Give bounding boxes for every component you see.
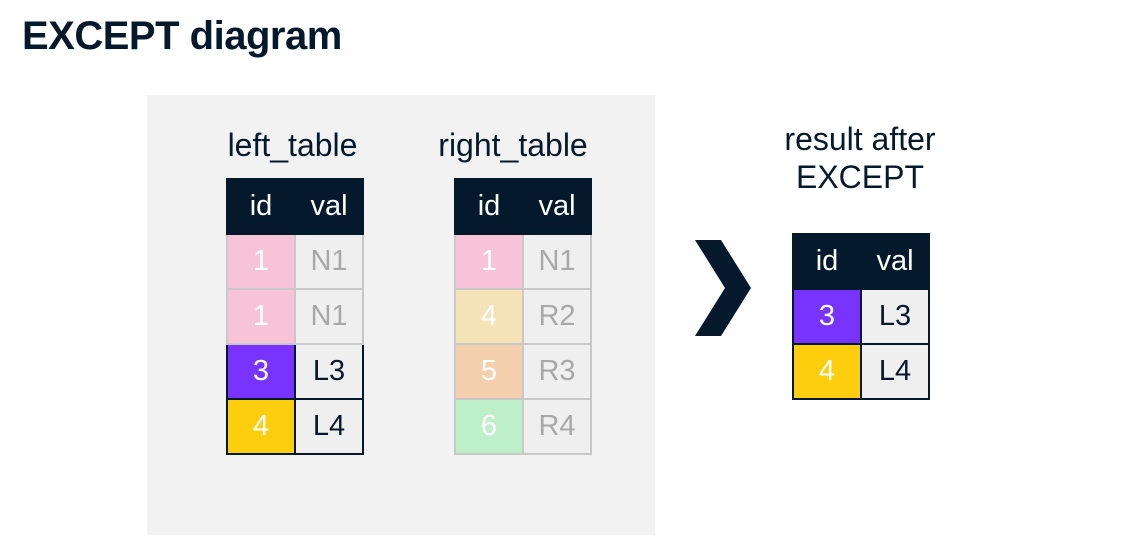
table-header-row: id val — [792, 233, 930, 290]
result-table-caption: result after EXCEPT — [784, 121, 936, 195]
column-header-id: id — [454, 178, 524, 235]
id-cell: 5 — [454, 343, 524, 400]
table-row: 4 L4 — [792, 343, 930, 400]
id-cell: 6 — [454, 398, 524, 455]
page-title: EXCEPT diagram — [22, 14, 342, 58]
column-header-id: id — [226, 178, 296, 235]
column-header-id: id — [792, 233, 862, 290]
table-row: 5 R3 — [454, 343, 592, 400]
table-row: 3 L3 — [792, 288, 930, 345]
column-header-val: val — [860, 233, 930, 290]
table-row: 1 N1 — [226, 288, 364, 345]
val-cell: R3 — [522, 343, 592, 400]
column-header-val: val — [522, 178, 592, 235]
val-cell: R2 — [522, 288, 592, 345]
id-cell: 3 — [792, 288, 862, 345]
val-cell: N1 — [294, 233, 364, 290]
val-cell: L3 — [860, 288, 930, 345]
val-cell: N1 — [522, 233, 592, 290]
table-row: 6 R4 — [454, 398, 592, 455]
id-cell: 1 — [226, 233, 296, 290]
table-row: 3 L3 — [226, 343, 364, 400]
id-cell: 1 — [226, 288, 296, 345]
table-row: 4 L4 — [226, 398, 364, 455]
left-table-caption: left_table — [227, 127, 358, 163]
result-table: id val 3 L3 4 L4 — [792, 233, 930, 400]
val-cell: L3 — [294, 343, 364, 400]
id-cell: 1 — [454, 233, 524, 290]
table-row: 1 N1 — [226, 233, 364, 290]
id-cell: 4 — [226, 398, 296, 455]
table-row: 1 N1 — [454, 233, 592, 290]
table-row: 4 R2 — [454, 288, 592, 345]
right-table: id val 1 N1 4 R2 5 R3 6 R4 — [454, 178, 592, 455]
right-table-caption: right_table — [438, 127, 588, 163]
column-header-val: val — [294, 178, 364, 235]
chevron-right-icon — [695, 240, 751, 336]
val-cell: N1 — [294, 288, 364, 345]
table-header-row: id val — [226, 178, 364, 235]
val-cell: R4 — [522, 398, 592, 455]
id-cell: 3 — [226, 343, 296, 400]
left-table: id val 1 N1 1 N1 3 L3 4 L4 — [226, 178, 364, 455]
val-cell: L4 — [860, 343, 930, 400]
table-header-row: id val — [454, 178, 592, 235]
id-cell: 4 — [454, 288, 524, 345]
id-cell: 4 — [792, 343, 862, 400]
val-cell: L4 — [294, 398, 364, 455]
